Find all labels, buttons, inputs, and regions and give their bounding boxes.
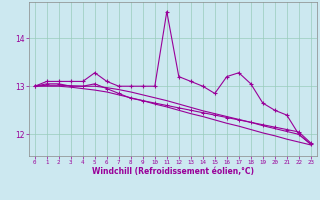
- X-axis label: Windchill (Refroidissement éolien,°C): Windchill (Refroidissement éolien,°C): [92, 167, 254, 176]
